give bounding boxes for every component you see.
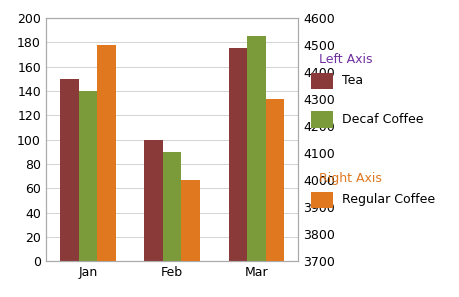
Text: Regular Coffee: Regular Coffee <box>342 193 435 206</box>
Text: Left Axis: Left Axis <box>319 53 372 67</box>
Bar <box>311 73 333 89</box>
Bar <box>145 140 163 261</box>
Bar <box>79 91 97 261</box>
Text: Tea: Tea <box>342 75 363 87</box>
Bar <box>311 111 333 128</box>
Bar <box>247 36 265 261</box>
Bar <box>97 45 116 297</box>
Bar <box>181 180 200 297</box>
Bar <box>163 152 181 261</box>
Bar <box>60 79 79 261</box>
Text: Decaf Coffee: Decaf Coffee <box>342 113 424 126</box>
Bar <box>266 99 284 297</box>
Bar <box>229 48 247 261</box>
Bar <box>311 192 333 208</box>
Text: Right Axis: Right Axis <box>319 172 381 185</box>
